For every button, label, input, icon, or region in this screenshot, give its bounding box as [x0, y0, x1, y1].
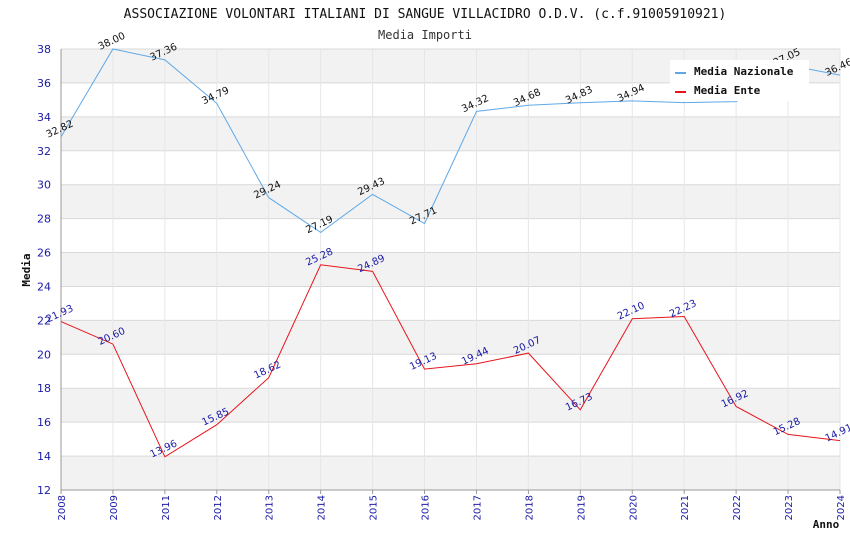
x-tick-label: 2022	[732, 495, 743, 520]
legend-label-media-ente: Media Ente	[694, 84, 761, 97]
y-tick-label: 26	[37, 247, 51, 260]
plot-band	[61, 354, 840, 389]
axes	[60, 49, 841, 494]
series-group	[60, 48, 841, 458]
series-line-1	[60, 264, 841, 458]
plot-band	[61, 456, 840, 490]
plot-background	[61, 49, 840, 490]
y-axis-label: Media	[20, 253, 33, 286]
y-tick-label: 32	[37, 145, 51, 158]
x-tick-label: 2019	[576, 495, 587, 520]
x-axis-label: Anno	[813, 518, 840, 531]
y-tick-label: 24	[37, 280, 51, 293]
plot-band	[61, 422, 840, 457]
y-tick-label: 12	[37, 484, 51, 497]
y-tick-label: 34	[37, 111, 51, 124]
y-tick-label: 16	[37, 416, 51, 429]
x-tick-label: 2023	[784, 495, 795, 520]
plot-band	[61, 252, 840, 287]
plot-band	[61, 218, 840, 253]
y-tick-label: 22	[37, 314, 51, 327]
x-tick-label: 2008	[57, 495, 68, 520]
legend: Media Nazionale Media Ente	[670, 60, 809, 101]
x-tick-label: 2021	[680, 495, 691, 520]
y-tick-label: 18	[37, 382, 51, 395]
x-tick-label: 2011	[161, 495, 172, 520]
x-tick-label: 2017	[472, 495, 483, 520]
y-tick-label: 38	[37, 43, 51, 56]
x-tick-label: 2015	[369, 495, 380, 520]
y-tick-label: 30	[37, 179, 51, 192]
plot-band	[61, 286, 840, 321]
x-tick-label: 2016	[421, 495, 432, 520]
chart-subtitle: Media Importi	[378, 28, 472, 42]
series-line-0	[60, 48, 841, 234]
y-tick-label: 36	[37, 77, 51, 90]
plot-band	[61, 320, 840, 355]
legend-label-media-nazionale: Media Nazionale	[694, 65, 794, 78]
legend-box	[670, 60, 809, 101]
y-tick-label: 14	[37, 450, 51, 463]
plot-band	[61, 116, 840, 151]
x-tick-label: 2012	[213, 495, 224, 520]
x-tick-label: 2014	[317, 495, 328, 520]
plot-band	[61, 388, 840, 423]
x-tick-label: 2024	[836, 495, 847, 520]
x-axis-ticks: 2008 2009 2011 2012 2013 2014 2015 2016 2017 2018…	[57, 495, 847, 520]
y-tick-label: 28	[37, 213, 51, 226]
chart-title: ASSOCIAZIONE VOLONTARI ITALIANI DI SANGU…	[124, 7, 727, 22]
gridlines	[60, 48, 841, 491]
x-tick-label: 2018	[524, 495, 535, 520]
x-tick-label: 2020	[628, 495, 639, 520]
plot-band	[61, 184, 840, 219]
y-axis-ticks: 12 14 16 18 20 22 24 26 28 30 32 34 36 38	[37, 43, 51, 497]
y-tick-label: 20	[37, 348, 51, 361]
x-tick-label: 2013	[265, 495, 276, 520]
x-tick-label: 2009	[109, 495, 120, 520]
